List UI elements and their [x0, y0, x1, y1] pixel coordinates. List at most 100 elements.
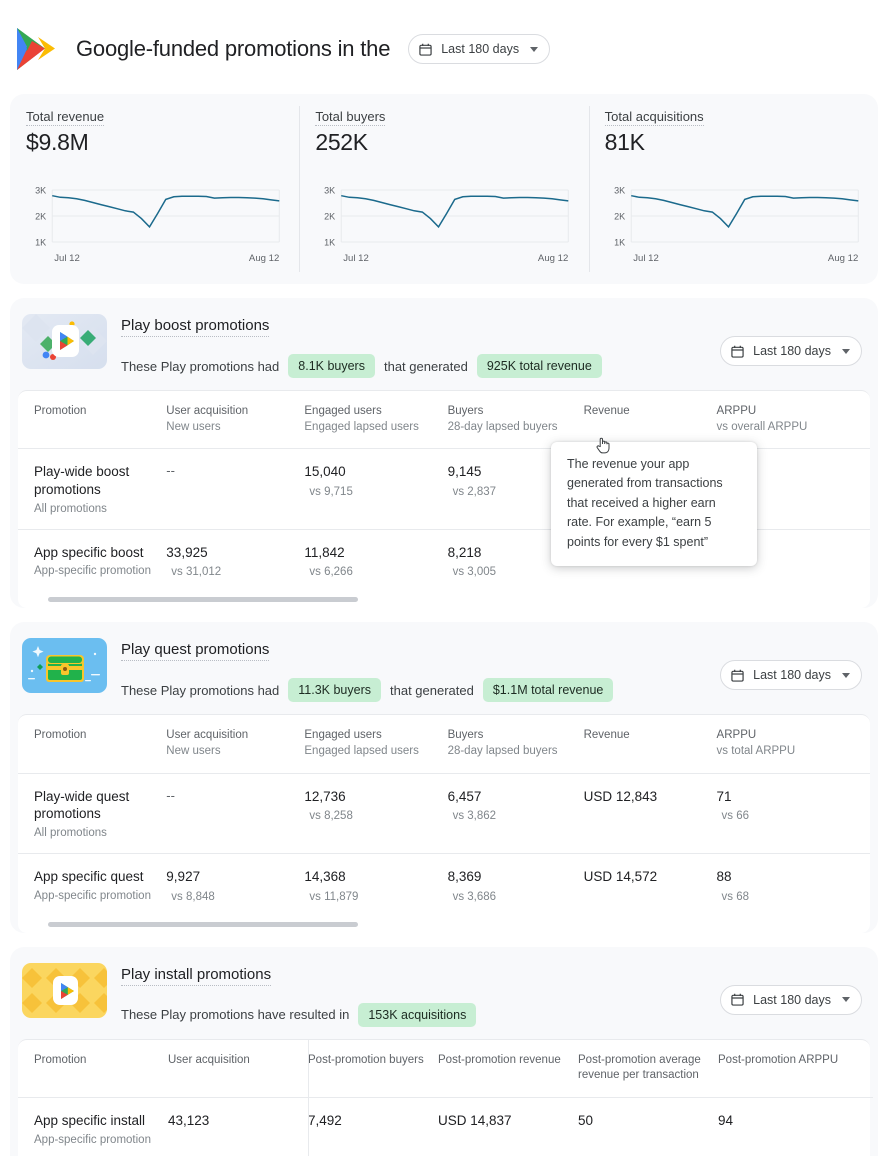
play-install-promo-thumbnail	[22, 962, 107, 1018]
pointer-hand-cursor	[596, 436, 610, 454]
section-header-install: Play install promotions These Play promo…	[10, 947, 878, 1039]
summary-pill-revenue: 925K total revenue	[476, 354, 602, 378]
column-header-main: Post-promotion average revenue per trans…	[578, 1053, 701, 1082]
cell-2: 8,218 vs 3,005	[448, 529, 584, 592]
svg-text:Aug 12: Aug 12	[538, 253, 568, 264]
row-name-sub: App-specific promotion	[34, 565, 151, 578]
column-header-main: Post-promotion buyers	[308, 1053, 424, 1066]
cell-value: USD 14,572	[583, 869, 658, 885]
cell-value: 43,123	[168, 1112, 210, 1128]
cell-value: 15,040	[304, 464, 346, 480]
kpi-label[interactable]: Total acquisitions	[604, 109, 704, 126]
column-header-1[interactable]: User acquisition	[168, 1039, 308, 1098]
row-name-sub: App-specific promotion	[34, 1133, 151, 1146]
column-header-main: User acquisition	[166, 405, 249, 417]
section-summary-sentence: These Play promotions had 11.3K buyers t…	[121, 678, 706, 703]
revenue-column-tooltip: The revenue your app generated from tran…	[551, 442, 757, 566]
summary-text-prefix: These Play promotions had	[121, 682, 280, 698]
cell-3: USD 12,843	[583, 773, 717, 855]
summary-pill-buyers: 153K acquisitions	[358, 1002, 477, 1027]
kpi-row: Total revenue $9.8M 3K 2K 1K Jul 12 Aug 12 T…	[10, 94, 878, 284]
cell-comparison: vs 31,012	[171, 566, 222, 579]
kpi-label[interactable]: Total revenue	[26, 109, 105, 126]
calendar-icon	[731, 993, 744, 1007]
row-name: App specific quest	[34, 869, 144, 885]
horizontal-scrollbar-quest[interactable]	[18, 916, 870, 933]
cell-value: 8,218	[447, 544, 482, 560]
cell-comparison: vs 8,258	[309, 810, 353, 823]
column-header-main: Promotion	[34, 729, 87, 742]
cell-comparison: vs 9,715	[309, 485, 353, 498]
section-title[interactable]: Play install promotions	[121, 966, 272, 986]
column-header-4[interactable]: Revenue	[583, 715, 717, 774]
table-row[interactable]: Play-wide quest promotions All promotion…	[18, 773, 870, 855]
chevron-down-icon	[842, 997, 850, 1003]
summary-pill-buyers: 8.1K buyers	[288, 354, 375, 378]
column-header-2[interactable]: Engaged users Engaged lapsed users	[304, 391, 448, 450]
section-date-filter-boost[interactable]: Last 180 days	[720, 336, 862, 366]
section-title[interactable]: Play quest promotions	[121, 641, 270, 662]
section-date-filter-install[interactable]: Last 180 days	[720, 984, 862, 1015]
column-header-main: User acquisition	[168, 1053, 250, 1066]
column-header-5[interactable]: ARPPU vs total ARPPU	[716, 715, 870, 774]
column-header-0[interactable]: Promotion	[18, 715, 167, 774]
column-header-0[interactable]: Promotion	[18, 1039, 168, 1098]
column-header-0[interactable]: Promotion	[18, 391, 167, 450]
svg-text:Jul 12: Jul 12	[54, 253, 80, 264]
cell-0: --	[166, 773, 305, 855]
column-header-3[interactable]: Post-promotion revenue	[438, 1039, 578, 1098]
cell-promotion: Play-wide quest promotions All promotion…	[18, 773, 167, 855]
scrollbar-thumb[interactable]	[48, 597, 358, 603]
cell-2: USD 14,837	[438, 1097, 578, 1156]
horizontal-scrollbar-boost[interactable]	[18, 592, 870, 609]
svg-text:Jul 12: Jul 12	[344, 253, 370, 264]
svg-text:Aug 12: Aug 12	[249, 253, 279, 264]
section-date-filter-quest[interactable]: Last 180 days	[720, 660, 862, 691]
section-header-boost: Play boost promotions These Play promoti…	[10, 298, 878, 390]
cell-4: 71 vs 66	[716, 773, 870, 855]
column-header-sub: vs total ARPPU	[716, 744, 796, 757]
cell-comparison: vs 66	[721, 810, 750, 823]
section-card-quest: Play quest promotions These Play promoti…	[10, 622, 878, 933]
section-title[interactable]: Play boost promotions	[121, 317, 270, 337]
cell-1: 7,492	[308, 1097, 438, 1156]
svg-text:1K: 1K	[324, 238, 335, 248]
table-row[interactable]: App specific quest App-specific promotio…	[18, 854, 870, 917]
column-header-main: Buyers	[447, 729, 484, 742]
scrollbar-thumb[interactable]	[48, 921, 358, 927]
section-date-filter-label: Last 180 days	[753, 344, 831, 358]
section-header-quest: Play quest promotions These Play promoti…	[10, 622, 878, 714]
cell-promotion: App specific install App-specific promot…	[18, 1097, 168, 1156]
column-header-main: Post-promotion ARPPU	[718, 1053, 839, 1066]
svg-text:3K: 3K	[324, 186, 335, 196]
cell-comparison: vs 2,837	[452, 485, 497, 498]
column-header-main: Engaged users	[304, 729, 382, 742]
cell-value: 88	[716, 869, 732, 885]
svg-text:3K: 3K	[614, 186, 625, 196]
cell-value: 94	[718, 1112, 734, 1128]
cell-1: 11,842 vs 6,266	[304, 529, 447, 592]
column-header-1[interactable]: User acquisition New users	[166, 391, 305, 450]
column-header-4[interactable]: Post-promotion average revenue per trans…	[578, 1039, 718, 1098]
column-header-3[interactable]: Buyers 28-day lapsed buyers	[447, 715, 584, 774]
column-header-2[interactable]: Engaged users Engaged lapsed users	[304, 715, 448, 774]
kpi-card-0: Total revenue $9.8M 3K 2K 1K Jul 12 Aug 12	[10, 94, 299, 284]
kpi-label[interactable]: Total buyers	[315, 109, 386, 126]
table-row[interactable]: App specific install App-specific promot…	[18, 1097, 873, 1156]
column-header-main: Promotion	[34, 1053, 87, 1066]
chevron-down-icon	[842, 348, 850, 354]
cell-value: 9,927	[166, 869, 201, 885]
kpi-card-1: Total buyers 252K 3K 2K 1K Jul 12 Aug 12	[299, 94, 588, 284]
column-header-5[interactable]: ARPPU vs overall ARPPU	[716, 391, 870, 450]
summary-text-mid: that generated	[390, 682, 474, 698]
svg-text:3K: 3K	[35, 186, 46, 196]
cell-3: 50	[578, 1097, 718, 1156]
header-date-filter[interactable]: Last 180 days	[408, 34, 551, 64]
column-header-2[interactable]: Post-promotion buyers	[308, 1039, 438, 1098]
table-install: Promotion User acquisition Post-promotio…	[18, 1038, 873, 1156]
column-header-3[interactable]: Buyers 28-day lapsed buyers	[447, 391, 584, 450]
column-header-5[interactable]: Post-promotion ARPPU	[718, 1039, 873, 1098]
column-header-1[interactable]: User acquisition New users	[166, 715, 305, 774]
sparkline-chart: 3K 2K 1K Jul 12 Aug 12	[324, 186, 570, 264]
cell-comparison: vs 8,848	[171, 890, 215, 903]
